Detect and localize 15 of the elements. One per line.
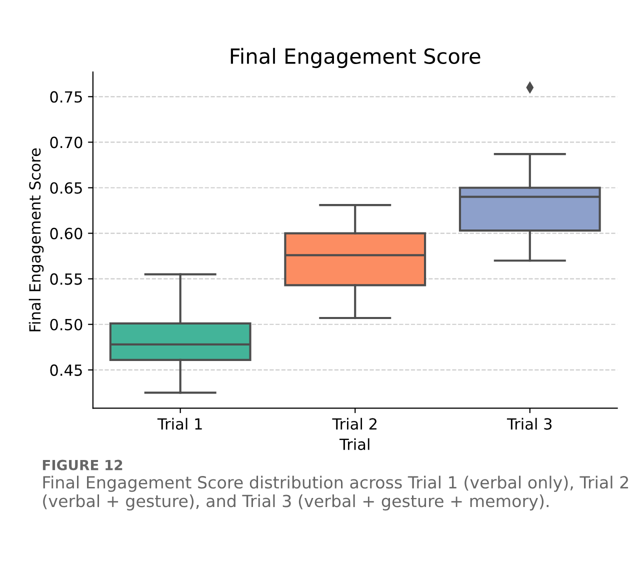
x-tick-label: Trial 1 [157, 418, 202, 430]
y-tick-label: 0.55 [50, 273, 82, 285]
text: Final Engagement Score distribution across Trial 1 (verbal only), Trial 2 (verbal + gesture), and Trial 3 (verbal + gesture + memory). [43, 476, 628, 511]
x-tick-label: Trial 2 [332, 418, 376, 430]
caption: FIGURE 12 [42, 460, 122, 470]
y-axis-title: Final Engagement Score [28, 148, 44, 332]
y-tick-label: 0.50 [50, 318, 82, 330]
y-tick-label: 0.60 [50, 228, 82, 240]
y-tick-label: 0.45 [50, 364, 82, 376]
y-tick-label: 0.65 [50, 182, 82, 194]
y-tick-label: 0.70 [50, 136, 82, 148]
x-axis-title: Trial [339, 438, 370, 450]
y-tick-label: 0.75 [50, 91, 82, 103]
x-tick-label: Trial 3 [506, 418, 552, 430]
chart-title: Final Engagement Score [230, 48, 480, 68]
